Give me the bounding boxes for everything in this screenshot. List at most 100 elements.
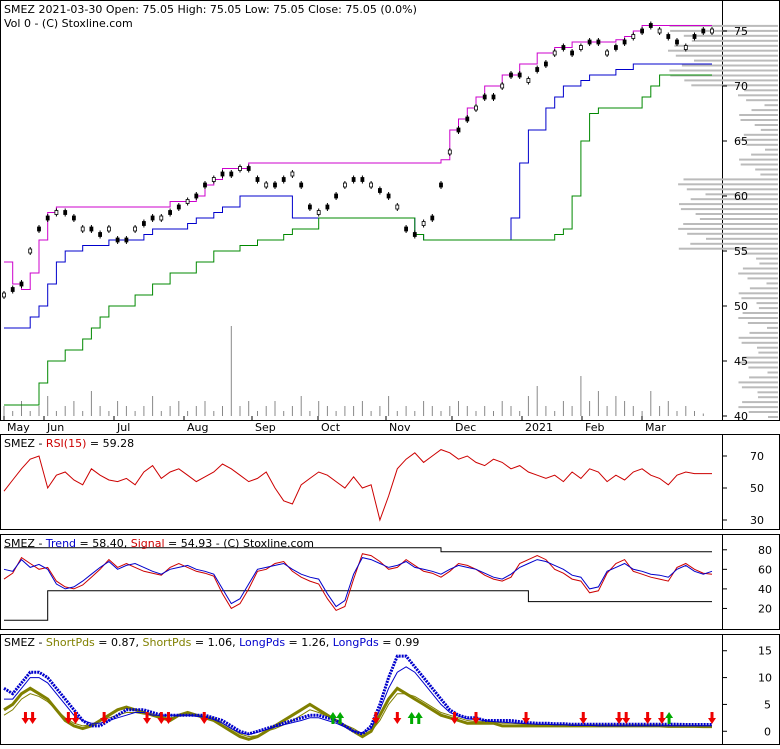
volume-profile-bar <box>738 94 778 97</box>
price-candle-body <box>657 28 662 34</box>
price-candle-body <box>648 23 653 28</box>
price-candle-body <box>124 237 129 243</box>
volume-profile-bar <box>768 416 778 418</box>
price-candle-body <box>605 50 609 56</box>
trend-y-tick-label: 40 <box>758 583 772 596</box>
signal-label-name: Signal <box>131 537 165 550</box>
price-x-tick-label: Mar <box>645 421 666 434</box>
price-y-tick-label: 70 <box>734 80 748 93</box>
price-candle-body <box>72 215 76 221</box>
lower-channel-green-line <box>4 74 712 406</box>
price-candle-body <box>710 28 714 34</box>
volume-profile-bar <box>741 386 778 389</box>
volume-profile-bar <box>739 158 778 161</box>
price-candle-body <box>561 45 566 50</box>
volume-profile-bar <box>751 153 778 156</box>
volume-profile-bar <box>738 406 778 409</box>
price-candle-body <box>596 39 601 45</box>
sell-signal-arrow <box>472 712 480 724</box>
price-candle-body <box>447 149 452 155</box>
volume-profile-bar <box>758 351 778 354</box>
buy-signal-arrow <box>328 712 337 724</box>
volume-profile-bar <box>681 64 778 67</box>
price-candle-body <box>28 248 33 254</box>
price-candle-body <box>325 204 330 210</box>
volume-profile-bar <box>684 79 778 82</box>
price-candle-body <box>500 83 505 89</box>
sell-signal-arrow <box>579 712 588 724</box>
price-candle-body <box>526 78 531 83</box>
price-candle-body <box>491 94 496 100</box>
trend-panel: 20 40 60 80 <box>3 544 772 621</box>
volume-profile <box>668 24 778 418</box>
price-x-tick-label: Aug <box>187 421 208 434</box>
volume-profile-bar <box>683 34 778 37</box>
volume-profile-bar <box>741 252 778 255</box>
price-candle-body <box>439 182 443 188</box>
sell-signal-arrow <box>522 712 531 724</box>
volume-profile-bar <box>758 396 778 399</box>
sell-signal-arrow <box>708 712 716 724</box>
price-candle-body <box>579 45 583 50</box>
volume-profile-bar <box>742 401 778 404</box>
pds-panel: 0 5 10 15 <box>3 645 772 741</box>
price-candle-body <box>421 221 426 226</box>
pds-label-prefix: SMEZ - <box>4 636 46 649</box>
sell-signal-arrow <box>100 712 109 724</box>
sell-signal-arrow <box>450 712 459 724</box>
pds-y-tick-label: 15 <box>758 645 772 658</box>
volume-profile-bar <box>746 143 778 146</box>
volume-profile-bar <box>749 331 778 334</box>
price-y-tick-label: 50 <box>734 300 748 313</box>
price-candle-body <box>299 182 304 188</box>
volume-profile-bar <box>690 198 778 201</box>
volume-profile-bar <box>679 203 778 206</box>
signal-label-value: = 54.93 <box>165 537 213 550</box>
price-panel: 40 45 50 55 60 65 70 75 May Jun Jul Aug Sep Oct Nov Dec… <box>2 21 748 434</box>
volume-profile-bar <box>686 188 778 191</box>
volume-profile-bar <box>739 114 778 116</box>
volume-profile-bar <box>746 99 778 102</box>
volume-bars <box>3 326 704 416</box>
volume-profile-bar <box>758 307 778 310</box>
price-x-tick-label: Sep <box>255 421 276 434</box>
price-candle-body <box>465 116 470 122</box>
volume-profile-bar <box>690 242 778 245</box>
rsi-line <box>3 449 712 522</box>
buy-signal-arrow <box>665 712 674 724</box>
pds-y-tick-label: 0 <box>764 725 771 738</box>
price-candle-body <box>377 188 382 193</box>
short-pds-1-name: ShortPds <box>46 636 95 649</box>
price-candle-body <box>133 226 138 232</box>
pds-y-tick-label: 10 <box>758 672 772 685</box>
volume-profile-bar <box>683 178 778 181</box>
price-candle-body <box>115 237 120 243</box>
rsi-label-prefix: SMEZ - <box>4 437 46 450</box>
price-candle-body <box>544 61 548 67</box>
buy-signal-arrow <box>336 712 345 724</box>
volume-profile-bar <box>683 223 778 225</box>
volume-profile-bar <box>744 89 778 92</box>
price-x-tick-label: Nov <box>389 421 411 434</box>
pds-label: SMEZ - ShortPds = 0.87, ShortPds = 1.06,… <box>4 636 419 649</box>
price-candle-body <box>281 177 286 182</box>
rsi-label-value: = 59.28 <box>86 437 134 450</box>
volume-profile-bar <box>756 302 778 305</box>
volume-profile-bar <box>668 49 778 52</box>
price-x-tick-label: Dec <box>455 421 476 434</box>
price-candle-body <box>509 72 513 78</box>
volume-profile-bar <box>675 54 778 57</box>
volume-profile-bar <box>756 257 778 260</box>
long-pds-1-name: LongPds <box>239 636 285 649</box>
price-y-tick-label: 75 <box>734 25 748 38</box>
sell-signal-arrow <box>615 712 624 724</box>
buy-signal-arrow <box>407 712 416 724</box>
volume-profile-bar <box>747 322 778 324</box>
long-pds-2-value: = 0.99 <box>379 636 420 649</box>
price-candle-body <box>640 28 644 34</box>
price-candle-body <box>675 39 679 45</box>
sell-signal-arrow <box>143 712 152 724</box>
short-pds-2-value: = 1.06, <box>191 636 239 649</box>
volume-profile-bar <box>738 317 778 319</box>
